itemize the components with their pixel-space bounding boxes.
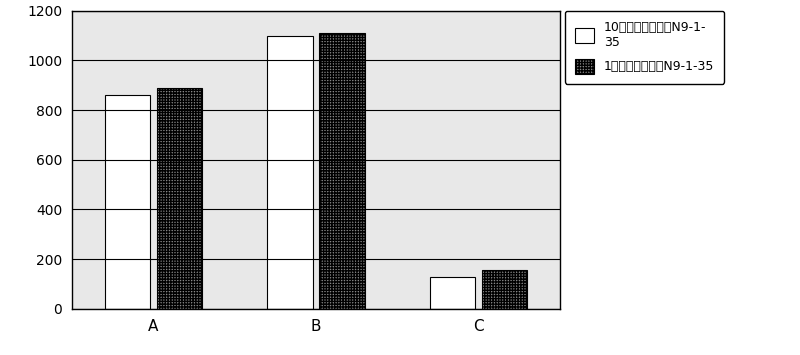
- Bar: [430, 277, 475, 309]
- Bar: [482, 271, 527, 309]
- Legend: 10代枯草芽孢杆菌N9-1-
35, 1代枯草芽孢杆菌N9-1-35: 10代枯草芽孢杆菌N9-1- 35, 1代枯草芽孢杆菌N9-1-35: [565, 11, 724, 84]
- Bar: [319, 33, 365, 309]
- Bar: [105, 95, 150, 309]
- Bar: [157, 88, 202, 309]
- Bar: [267, 36, 313, 309]
